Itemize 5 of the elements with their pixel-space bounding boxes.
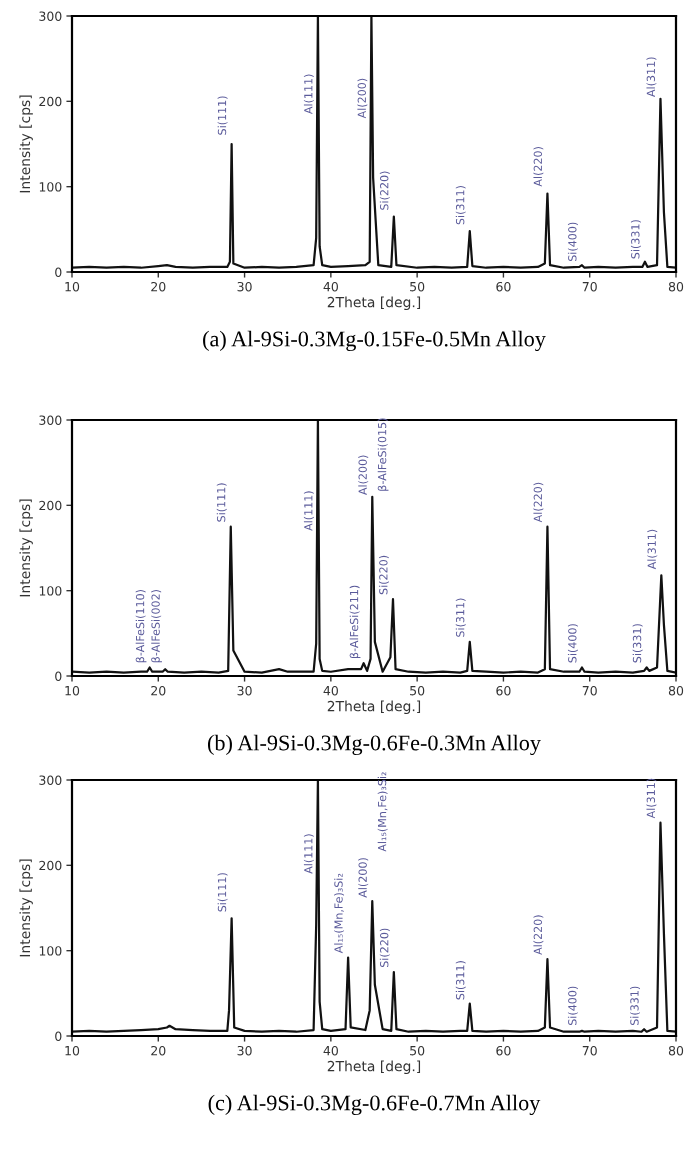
line-series bbox=[72, 420, 676, 674]
text: (c) Al-9Si-0.3Mg-0.6Fe-0.7Mn Alloy bbox=[208, 1094, 541, 1116]
text: (b) Al-9Si-0.3Mg-0.6Fe-0.3Mn Alloy bbox=[208, 734, 541, 756]
text: (a) Al-9Si-0.3Mg-0.15Fe-0.5Mn Alloy bbox=[203, 330, 546, 352]
line-series bbox=[72, 16, 676, 269]
